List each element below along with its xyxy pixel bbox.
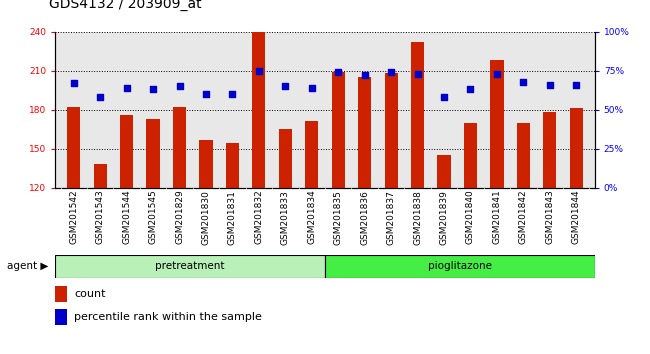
- Text: pioglitazone: pioglitazone: [428, 261, 492, 272]
- Bar: [173, 107, 186, 188]
- Bar: [490, 61, 504, 188]
- Point: [280, 84, 291, 89]
- Bar: [411, 42, 424, 188]
- Bar: [200, 139, 213, 188]
- Bar: [94, 164, 107, 188]
- Text: GSM201839: GSM201839: [439, 190, 448, 245]
- Point: [68, 80, 79, 86]
- Bar: [569, 108, 583, 188]
- Bar: [464, 123, 477, 188]
- Text: GSM201843: GSM201843: [545, 190, 554, 244]
- Bar: [279, 129, 292, 188]
- Point: [254, 68, 264, 74]
- Bar: [437, 155, 450, 188]
- Text: GSM201836: GSM201836: [360, 190, 369, 245]
- Point: [148, 87, 159, 92]
- Bar: [120, 115, 133, 188]
- Text: GSM201829: GSM201829: [175, 190, 184, 244]
- Text: GSM201837: GSM201837: [387, 190, 396, 245]
- Point: [491, 71, 502, 77]
- Point: [412, 71, 423, 77]
- Text: GSM201834: GSM201834: [307, 190, 317, 244]
- Bar: [305, 121, 318, 188]
- Text: GSM201844: GSM201844: [572, 190, 580, 244]
- Text: GSM201545: GSM201545: [149, 190, 157, 244]
- Bar: [226, 143, 239, 188]
- Point: [545, 82, 555, 88]
- Point: [201, 91, 211, 97]
- Text: GSM201542: GSM201542: [70, 190, 78, 244]
- Bar: [332, 72, 345, 188]
- Text: GSM201841: GSM201841: [493, 190, 501, 244]
- Point: [95, 95, 105, 100]
- Text: GSM201830: GSM201830: [202, 190, 211, 245]
- Point: [359, 73, 370, 78]
- Text: GSM201832: GSM201832: [254, 190, 263, 244]
- Bar: [252, 32, 265, 188]
- Text: GSM201831: GSM201831: [228, 190, 237, 245]
- Bar: [146, 119, 160, 188]
- Text: count: count: [74, 289, 106, 299]
- Point: [518, 79, 528, 85]
- Point: [386, 69, 396, 75]
- Text: GSM201835: GSM201835: [333, 190, 343, 245]
- Point: [333, 69, 343, 75]
- Text: GSM201543: GSM201543: [96, 190, 105, 244]
- Text: GSM201544: GSM201544: [122, 190, 131, 244]
- Bar: [67, 107, 81, 188]
- Bar: [517, 123, 530, 188]
- Bar: [358, 77, 371, 188]
- Bar: [55, 309, 68, 325]
- Bar: [55, 255, 325, 278]
- Bar: [325, 255, 595, 278]
- Text: GSM201833: GSM201833: [281, 190, 290, 245]
- Bar: [55, 286, 68, 302]
- Text: pretreatment: pretreatment: [155, 261, 225, 272]
- Point: [571, 82, 582, 88]
- Bar: [543, 112, 556, 188]
- Bar: [385, 73, 398, 188]
- Point: [174, 84, 185, 89]
- Point: [227, 91, 238, 97]
- Point: [465, 87, 476, 92]
- Point: [307, 85, 317, 91]
- Text: agent ▶: agent ▶: [6, 261, 48, 272]
- Text: GSM201838: GSM201838: [413, 190, 422, 245]
- Text: GSM201840: GSM201840: [466, 190, 475, 244]
- Text: percentile rank within the sample: percentile rank within the sample: [74, 312, 262, 322]
- Point: [122, 85, 132, 91]
- Point: [439, 95, 449, 100]
- Text: GSM201842: GSM201842: [519, 190, 528, 244]
- Text: GDS4132 / 203909_at: GDS4132 / 203909_at: [49, 0, 202, 11]
